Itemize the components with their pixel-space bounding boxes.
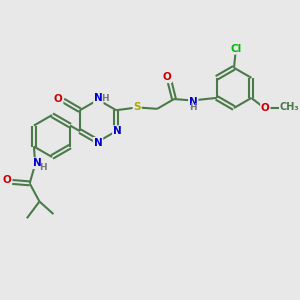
Text: O: O bbox=[261, 103, 270, 113]
Text: CH₃: CH₃ bbox=[279, 102, 299, 112]
Text: N: N bbox=[189, 97, 198, 106]
Text: O: O bbox=[54, 94, 62, 104]
Text: O: O bbox=[2, 175, 11, 185]
Text: O: O bbox=[163, 72, 171, 82]
Text: Cl: Cl bbox=[230, 44, 242, 54]
Text: H: H bbox=[39, 163, 47, 172]
Text: N: N bbox=[33, 158, 41, 168]
Text: H: H bbox=[189, 103, 197, 112]
Text: H: H bbox=[101, 94, 109, 103]
Text: N: N bbox=[94, 138, 102, 148]
Text: N: N bbox=[94, 93, 103, 103]
Text: S: S bbox=[134, 102, 141, 112]
Text: N: N bbox=[113, 126, 122, 136]
